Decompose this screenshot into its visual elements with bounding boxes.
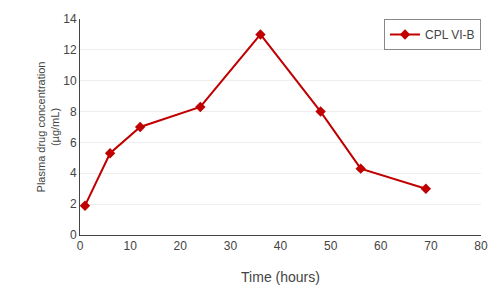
svg-text:CPL VI-B: CPL VI-B (425, 28, 475, 42)
svg-text:70: 70 (424, 239, 438, 253)
svg-text:0: 0 (70, 228, 77, 242)
svg-text:30: 30 (224, 239, 238, 253)
svg-text:50: 50 (324, 239, 338, 253)
svg-text:10: 10 (123, 239, 137, 253)
svg-text:Time (hours): Time (hours) (241, 269, 320, 285)
svg-text:2: 2 (70, 197, 77, 211)
svg-text:60: 60 (374, 239, 388, 253)
svg-text:20: 20 (174, 239, 188, 253)
svg-text:0: 0 (77, 239, 84, 253)
svg-text:80: 80 (474, 239, 488, 253)
svg-text:10: 10 (63, 74, 77, 88)
svg-text:8: 8 (70, 105, 77, 119)
svg-text:40: 40 (274, 239, 288, 253)
svg-text:12: 12 (63, 43, 77, 57)
svg-text:14: 14 (63, 12, 77, 26)
svg-text:Plasma drug concentration(µg/m: Plasma drug concentration(µg/mL) (35, 62, 61, 193)
svg-text:6: 6 (70, 136, 77, 150)
svg-text:4: 4 (70, 166, 77, 180)
